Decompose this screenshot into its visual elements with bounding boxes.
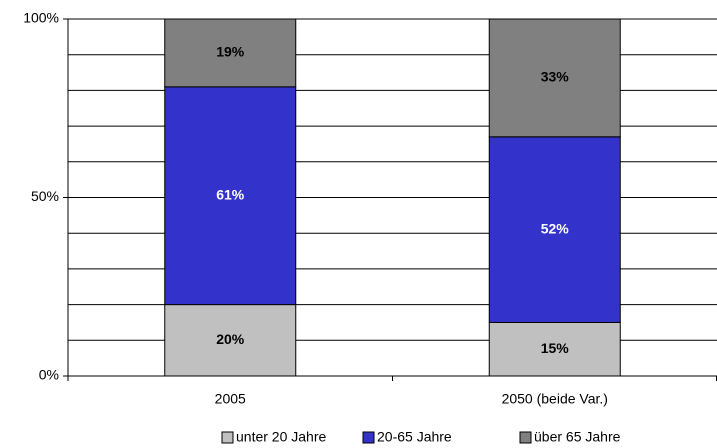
y-tick-label: 50%: [31, 188, 59, 204]
value-label: 52%: [541, 220, 570, 236]
x-tick-label: 2005: [215, 391, 246, 407]
value-label: 19%: [216, 44, 245, 60]
legend-swatch: [221, 431, 234, 444]
value-label: 61%: [216, 186, 245, 202]
x-tick-label: 2050 (beide Var.): [502, 391, 608, 407]
legend-label: 20-65 Jahre: [377, 429, 452, 445]
y-tick-label: 0%: [39, 367, 59, 383]
y-tick-label: 100%: [23, 10, 59, 26]
legend-swatch: [362, 431, 375, 444]
bar-segment: [164, 304, 297, 377]
bar-segment: [164, 18, 297, 88]
value-label: 20%: [216, 331, 245, 347]
bar-segment: [164, 86, 297, 306]
bar-segment: [488, 136, 621, 323]
legend-label: über 65 Jahre: [534, 429, 621, 445]
value-label: 15%: [541, 340, 570, 356]
bar-segment: [488, 18, 621, 138]
legend-label: unter 20 Jahre: [236, 429, 326, 445]
legend-swatch: [519, 431, 532, 444]
value-label: 33%: [541, 69, 570, 85]
